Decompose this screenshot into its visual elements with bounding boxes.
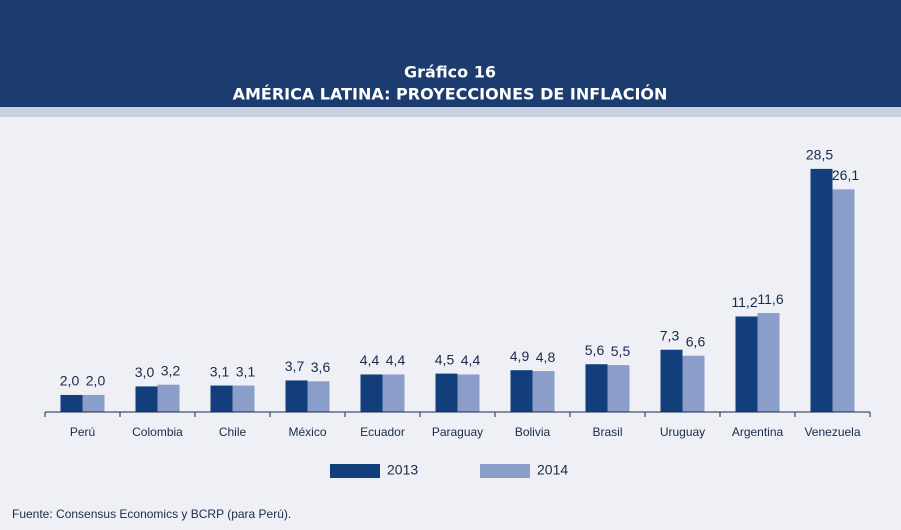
bar — [135, 386, 158, 412]
bar — [435, 373, 458, 412]
bar — [232, 385, 255, 412]
value-label: 2,0 — [86, 373, 106, 389]
bar — [735, 316, 758, 412]
x-tick-label: Perú — [70, 425, 95, 439]
chart-title: Gráfico 16 — [404, 63, 496, 82]
bar — [457, 374, 480, 412]
bar — [60, 394, 83, 412]
bar — [607, 365, 630, 412]
bar — [682, 355, 705, 412]
value-label: 4,8 — [536, 349, 556, 365]
x-tick-label: Argentina — [732, 425, 784, 439]
legend-swatch — [480, 464, 530, 478]
chart-subtitle: AMÉRICA LATINA: PROYECCIONES DE INFLACIÓ… — [233, 85, 668, 104]
value-label: 4,4 — [386, 352, 406, 368]
value-label: 3,0 — [135, 364, 155, 380]
x-tick-label: Ecuador — [360, 425, 405, 439]
value-label: 11,6 — [757, 291, 783, 307]
bar — [832, 189, 855, 412]
value-label: 7,3 — [660, 327, 680, 343]
value-label: 3,1 — [236, 363, 256, 379]
source-note: Fuente: Consensus Economics y BCRP (para… — [12, 507, 291, 521]
bar — [382, 374, 405, 412]
x-tick-label: México — [288, 425, 326, 439]
bar — [82, 394, 105, 412]
x-tick-label: Paraguay — [432, 425, 483, 439]
value-label: 5,6 — [585, 342, 605, 358]
value-label: 6,6 — [686, 333, 706, 349]
bar — [757, 313, 780, 412]
bar — [532, 371, 555, 412]
value-label: 4,5 — [435, 351, 455, 367]
bar — [307, 381, 330, 412]
x-tick-label: Venezuela — [804, 425, 860, 439]
bar — [510, 370, 533, 412]
x-tick-label: Brasil — [592, 425, 622, 439]
bar — [157, 384, 180, 412]
value-label: 2,0 — [60, 373, 80, 389]
x-tick-label: Uruguay — [660, 425, 705, 439]
bar — [810, 168, 833, 412]
legend-label: 2013 — [387, 462, 418, 478]
x-tick-label: Bolivia — [515, 425, 551, 439]
value-label: 11,2 — [731, 294, 757, 310]
bar — [210, 385, 233, 412]
legend-swatch — [330, 464, 380, 478]
value-label: 4,4 — [360, 352, 380, 368]
bar — [285, 380, 308, 412]
bar — [360, 374, 383, 412]
value-label: 26,1 — [832, 167, 859, 183]
value-label: 28,5 — [806, 147, 833, 163]
value-label: 4,4 — [461, 352, 481, 368]
value-label: 5,5 — [611, 343, 631, 359]
x-tick-label: Colombia — [132, 425, 183, 439]
x-tick-label: Chile — [219, 425, 247, 439]
value-label: 3,2 — [161, 362, 181, 378]
header-band — [0, 0, 901, 107]
value-label: 3,7 — [285, 358, 305, 374]
legend-label: 2014 — [537, 462, 568, 478]
value-label: 3,1 — [210, 363, 230, 379]
bar — [660, 349, 683, 412]
header-strip — [0, 107, 901, 117]
value-label: 3,6 — [311, 359, 331, 375]
value-label: 4,9 — [510, 348, 530, 364]
bar — [585, 364, 608, 412]
